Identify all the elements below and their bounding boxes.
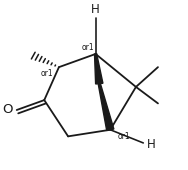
Polygon shape	[95, 54, 103, 84]
Text: O: O	[3, 104, 13, 116]
Text: H: H	[91, 3, 100, 16]
Text: or1: or1	[81, 43, 94, 52]
Text: or1: or1	[118, 132, 130, 141]
Polygon shape	[98, 83, 114, 130]
Text: H: H	[147, 138, 156, 151]
Text: or1: or1	[41, 69, 53, 78]
